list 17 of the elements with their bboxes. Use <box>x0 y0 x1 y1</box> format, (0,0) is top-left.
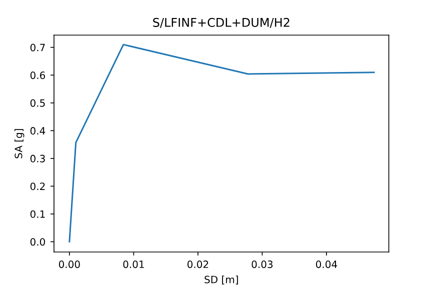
y-tick-label: 0.0 <box>30 238 46 246</box>
y-tick-label: 0.6 <box>30 72 46 80</box>
y-tick-label: 0.3 <box>30 154 45 162</box>
x-axis-title: SD [m] <box>204 276 238 284</box>
y-tick-label: 0.4 <box>30 127 46 135</box>
x-tick-label: 0.00 <box>58 260 80 268</box>
y-axis-title: SA [g] <box>14 129 24 158</box>
x-tick-label: 0.01 <box>123 260 144 268</box>
y-tick-label: 0.7 <box>30 44 45 52</box>
chart-title: S/LFINF+CDL+DUM/H2 <box>153 18 290 28</box>
y-tick-label: 0.2 <box>30 182 45 190</box>
x-tick-label: 0.03 <box>252 260 273 268</box>
x-tick-label: 0.02 <box>187 260 208 268</box>
line-series <box>68 44 375 242</box>
y-tick-label: 0.1 <box>30 210 45 218</box>
y-tick-label: 0.5 <box>30 99 45 107</box>
x-tick-label: 0.04 <box>316 260 338 268</box>
